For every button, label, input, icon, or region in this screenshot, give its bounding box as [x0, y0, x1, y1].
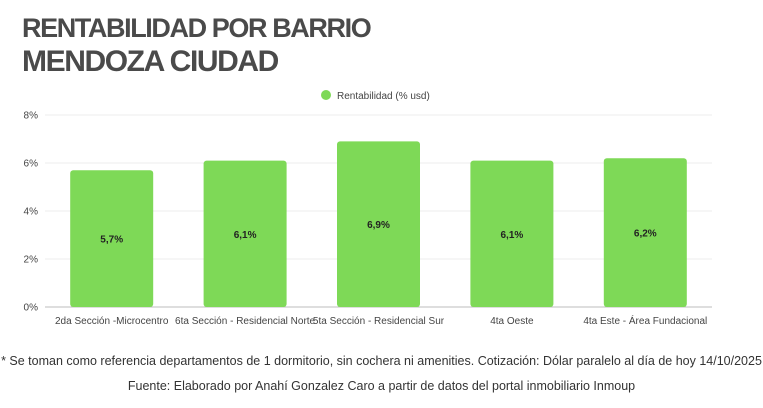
bar [337, 141, 420, 307]
footnote: * Se toman como referencia departamentos… [1, 354, 762, 368]
legend-label: Rentabilidad (% usd) [337, 91, 430, 102]
x-tick-label: 5ta Sección - Residencial Sur [313, 316, 445, 327]
source-note: Fuente: Elaborado por Anahí Gonzalez Car… [127, 379, 636, 393]
y-axis: 0% 2% 4% 6% 8% [24, 111, 39, 314]
x-tick-label: 4ta Este - Área Fundacional [583, 314, 707, 327]
x-axis: 2da Sección -Microcentro 6ta Sección - Re… [55, 314, 707, 327]
bar-value-label: 6,1% [234, 230, 257, 241]
bar [603, 158, 687, 307]
bar [70, 170, 154, 307]
x-tick-label: 6ta Sección - Residencial Norte [175, 316, 316, 327]
y-tick-label: 4% [24, 207, 39, 218]
bar-value-label: 5,7% [100, 235, 123, 246]
bar-value-label: 6,9% [367, 220, 390, 231]
bar [203, 160, 287, 307]
bars: 5,7% 6,1% 6,9% 6,1% 6,2% [70, 141, 687, 307]
chart-subtitle: MENDOZA CIUDAD [22, 45, 279, 78]
bar-chart: Rentabilidad (% usd) 0% 2% 4% 6% 8% 5,7% 6,1%… [24, 90, 712, 327]
bar-value-label: 6,1% [501, 230, 524, 241]
y-tick-label: 2% [24, 255, 39, 266]
bar [470, 160, 554, 307]
x-tick-label: 2da Sección -Microcentro [55, 316, 169, 327]
bar-value-label: 6,2% [634, 229, 657, 240]
y-tick-label: 6% [24, 159, 39, 170]
legend: Rentabilidad (% usd) [321, 90, 430, 102]
chart-title: RENTABILIDAD POR BARRIO [22, 13, 372, 43]
y-tick-label: 0% [24, 303, 39, 314]
x-tick-label: 4ta Oeste [490, 316, 534, 327]
legend-swatch [321, 90, 331, 100]
y-tick-label: 8% [24, 111, 39, 122]
